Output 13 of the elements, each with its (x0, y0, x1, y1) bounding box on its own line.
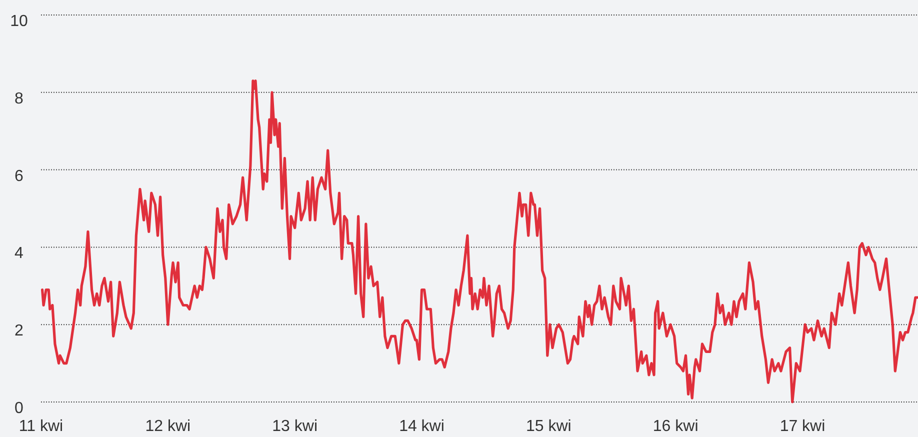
x-tick-label: 16 kwi (652, 418, 698, 435)
y-tick-label: 2 (14, 322, 24, 340)
y-tick-label: 6 (14, 168, 24, 185)
x-tick-label: 11 kwi (18, 418, 64, 435)
x-tick-label: 13 kwi (272, 418, 318, 435)
x-tick-label: 14 kwi (399, 418, 444, 435)
y-tick-label: 4 (14, 245, 24, 262)
y-tick-label: 8 (14, 90, 24, 108)
y-tick-label: 0 (14, 400, 24, 417)
x-tick-label: 17 kwi (780, 418, 826, 435)
x-tick-label: 15 kwi (526, 418, 572, 435)
y-tick-label: 10 (10, 13, 28, 30)
x-tick-label: 12 kwi (145, 418, 191, 435)
